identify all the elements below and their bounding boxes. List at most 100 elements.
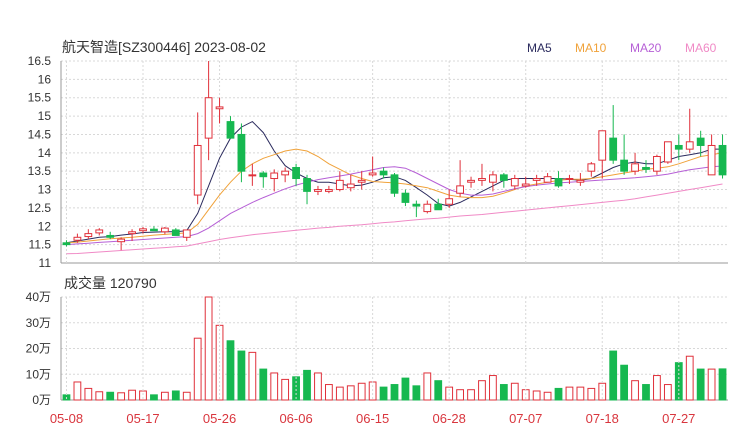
volume-bar	[281, 378, 290, 401]
candle	[390, 173, 399, 197]
candle	[182, 229, 191, 241]
candle	[62, 240, 71, 247]
volume-bar	[259, 368, 268, 401]
candle-body	[620, 159, 629, 172]
candle-body	[160, 227, 169, 233]
volume-bar	[587, 387, 596, 401]
candle	[150, 226, 158, 232]
candle	[401, 189, 410, 207]
date-tick-label: 07-27	[662, 411, 695, 426]
candle	[270, 169, 279, 192]
candle	[587, 162, 596, 177]
volume-bar	[248, 351, 257, 401]
date-tick-label: 07-07	[509, 411, 542, 426]
candle	[139, 227, 147, 234]
candle-body	[171, 229, 180, 236]
volume-bar	[554, 387, 563, 401]
candle-body	[139, 228, 147, 232]
volume-bar	[237, 350, 246, 401]
candle-body	[117, 238, 126, 243]
volume-bar	[467, 389, 475, 401]
volume-bar	[117, 392, 126, 401]
volume-tick-label: 40万	[26, 290, 51, 304]
candle-body	[248, 174, 257, 177]
volume-bar	[128, 389, 136, 401]
candle-body	[576, 179, 585, 183]
volume-bar	[204, 296, 213, 401]
candle-body	[215, 106, 224, 110]
volume-bar	[598, 382, 607, 401]
candle-body	[543, 176, 552, 183]
candle-body	[193, 144, 202, 196]
volume-bar	[335, 386, 344, 401]
volume-bar	[379, 386, 388, 401]
candle-body	[696, 137, 705, 146]
candle	[259, 171, 268, 188]
ma-line-ma20	[66, 165, 723, 246]
volume-bar	[106, 391, 115, 401]
candle	[325, 185, 333, 194]
candle	[335, 171, 344, 192]
volume-bar	[543, 391, 552, 401]
candle-body	[499, 174, 508, 181]
legend-item-ma60: MA60	[685, 41, 717, 55]
candle	[489, 171, 497, 192]
candle-body	[631, 163, 639, 172]
candle	[598, 130, 607, 179]
candle	[576, 173, 585, 186]
candle-body	[95, 229, 104, 234]
volume-bar	[663, 384, 672, 401]
date-tick-label: 05-17	[126, 411, 159, 426]
volume-bar	[357, 382, 366, 401]
date-tick-label: 05-26	[203, 411, 236, 426]
volume-bar	[160, 391, 169, 401]
price-tick-label: 11.5	[29, 238, 52, 252]
price-tick-label: 16.5	[28, 54, 52, 68]
candle-body	[226, 121, 235, 139]
volume-bar	[631, 380, 639, 401]
candle-body	[106, 234, 115, 238]
candle-body	[368, 172, 377, 176]
volume-bar	[532, 390, 541, 401]
candle	[696, 130, 705, 157]
volume-bar	[609, 350, 618, 401]
volume-bar	[95, 391, 104, 401]
candle-body	[357, 179, 366, 183]
candle-body	[128, 231, 136, 235]
volume-bar	[401, 377, 410, 401]
volume-bar	[182, 391, 191, 401]
candle	[204, 61, 213, 161]
candle	[357, 171, 366, 190]
candle	[303, 174, 311, 205]
chart-title: 航天智造[SZ300446] 2023-08-02	[62, 39, 266, 55]
candle-body	[478, 178, 486, 181]
candle-body	[467, 179, 475, 183]
candle-body	[150, 228, 158, 232]
price-tick-label: 14	[38, 146, 52, 160]
volume-title: 成交量 120790	[64, 275, 157, 291]
candle-body	[565, 178, 574, 181]
candle	[521, 176, 530, 188]
volume-bar	[346, 385, 355, 401]
volume-tick-label: 20万	[26, 342, 51, 356]
candle	[281, 167, 290, 183]
candle	[499, 173, 508, 188]
candle	[674, 134, 683, 161]
price-tick-label: 13	[38, 183, 52, 197]
volume-bar	[456, 389, 464, 401]
candle-body	[84, 233, 93, 238]
candle	[314, 185, 322, 196]
volume-bar	[478, 380, 486, 401]
date-tick-label: 05-08	[50, 411, 83, 426]
volume-bar	[499, 384, 508, 401]
candle-body	[510, 178, 519, 187]
candle-body	[390, 174, 399, 194]
candle-body	[325, 189, 333, 192]
candle-body	[685, 141, 694, 150]
candle	[554, 171, 563, 188]
volume-bar	[84, 387, 93, 401]
candle	[95, 228, 104, 236]
candle-body	[445, 198, 454, 205]
candle	[368, 156, 377, 177]
date-tick-label: 07-18	[586, 411, 619, 426]
